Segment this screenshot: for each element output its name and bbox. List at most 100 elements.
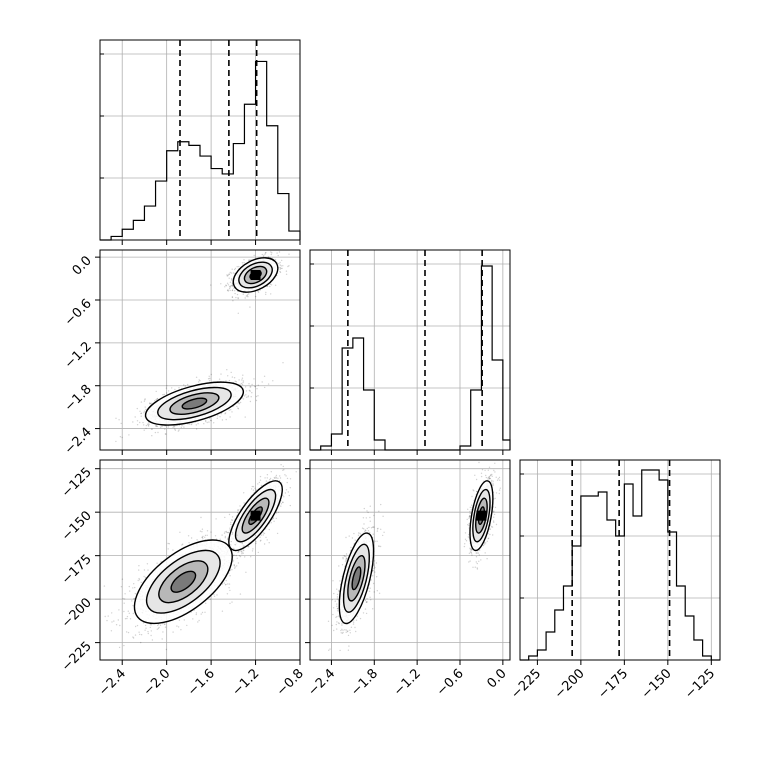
sample-point [209,419,212,422]
sample-point [232,272,235,274]
sample-point [156,628,158,630]
sample-point [243,502,245,504]
sample-point [137,579,139,582]
sample-point [228,409,230,411]
sample-point [149,402,151,404]
sample-point [106,619,108,622]
sample-point [261,381,263,383]
sample-point [224,535,227,538]
sample-point [228,277,230,279]
sample-point [287,491,289,493]
sample-point [281,259,283,262]
hist-panel-2-bg [520,460,720,660]
sample-point [241,377,244,379]
sample-point [136,407,138,410]
sample-point [249,386,251,388]
sample-point [237,509,239,511]
sample-point [231,289,234,292]
sample-point [198,379,200,381]
sample-point [277,254,279,257]
sample-point [234,537,237,539]
sample-point [265,251,267,254]
sample-point [190,423,192,426]
sample-point [205,419,207,422]
sample-point [295,471,297,473]
sample-point [144,399,146,401]
sample-point [140,401,143,403]
sample-point [201,536,203,538]
sample-point [235,554,237,557]
sample-point [227,537,229,539]
sample-point [238,403,240,405]
sample-point [241,542,243,545]
sample-point [260,484,263,487]
sample-point [248,259,250,261]
sample-point [288,253,290,255]
sample-point [282,469,284,471]
sample-point [204,611,206,613]
sample-point [264,386,266,389]
sample-point [193,609,195,611]
sample-point [136,624,139,627]
sample-point [240,550,242,552]
sample-point [144,576,147,579]
sample-point [286,477,289,480]
scatter-panel-0-1 [99,249,301,451]
sample-point [147,632,149,635]
sample-point [132,612,134,615]
sample-point [227,290,229,292]
density-peak [250,270,261,280]
sample-point [125,631,128,633]
sample-point [241,550,243,552]
sample-point [202,538,204,540]
sample-point [271,252,273,254]
sample-point [248,293,250,295]
sample-point [257,551,259,554]
sample-point [230,409,232,411]
sample-point [227,289,229,291]
sample-point [234,380,236,382]
sample-point [231,285,233,287]
sample-point [167,426,169,428]
sample-point [160,425,162,427]
sample-point [268,528,270,531]
sample-point [229,527,231,529]
sample-point [165,387,168,389]
sample-point [151,428,153,430]
sample-point [242,546,245,548]
sample-point [132,637,135,639]
sample-point [282,265,284,267]
sample-point [257,291,260,293]
sample-point [151,639,154,641]
sample-point [266,477,268,479]
sample-point [236,266,238,268]
sample-point [227,274,229,277]
sample-point [206,421,208,424]
sample-point [178,424,180,427]
histogram-series [100,60,301,241]
sample-point [269,478,271,481]
sample-point [285,273,288,275]
sample-point [142,421,144,424]
sample-point [144,406,146,408]
sample-point [257,384,259,386]
sample-point [225,579,227,582]
sample-point [149,626,151,629]
sample-point [289,478,292,480]
sample-point [118,646,121,649]
sample-point [282,501,284,504]
sample-point [265,293,267,296]
sample-point [238,379,240,381]
sample-point [253,254,255,257]
sample-point [126,617,128,620]
sample-point [275,517,277,520]
sample-point [239,383,241,386]
sample-point [252,485,255,488]
sample-point [132,636,134,638]
sample-point [277,511,280,514]
sample-point [229,416,231,418]
sample-point [266,474,269,476]
sample-point [201,531,203,533]
sample-point [244,386,247,388]
sample-point [255,399,258,402]
